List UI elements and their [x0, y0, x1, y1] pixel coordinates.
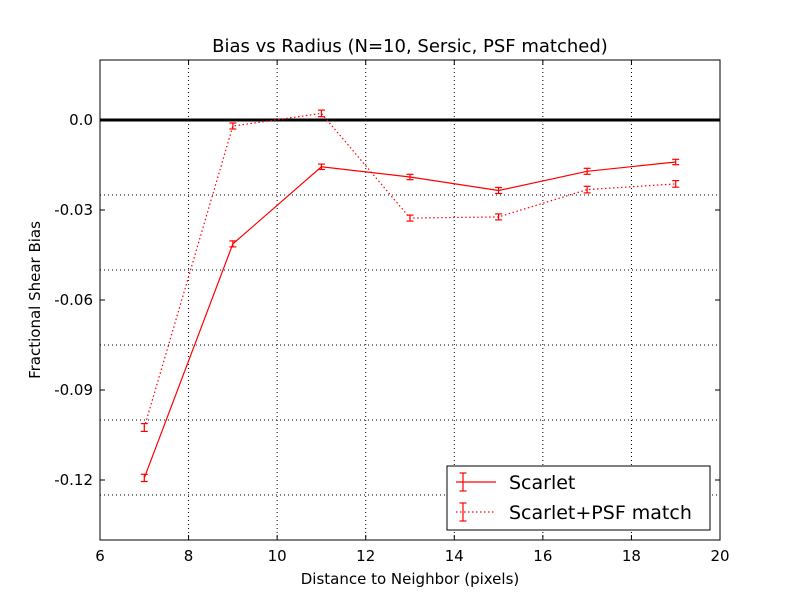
x-tick-label: 20	[710, 547, 729, 565]
legend-entry: Scarlet+PSF match	[456, 502, 692, 524]
y-tick-label: -0.12	[54, 471, 93, 489]
legend-entry: Scarlet	[456, 472, 575, 494]
error-bar	[229, 122, 237, 130]
error-bar	[317, 109, 325, 118]
error-bar	[583, 167, 591, 175]
x-tick-label: 16	[533, 547, 552, 565]
legend-label: Scarlet	[509, 472, 575, 494]
x-tick-label: 12	[356, 547, 375, 565]
y-tick-label: -0.06	[54, 291, 93, 309]
error-bar	[140, 423, 148, 432]
y-axis-label: Fractional Shear Bias	[26, 221, 44, 379]
x-tick-label: 10	[268, 547, 287, 565]
legend-entries: Scarlet Scarlet+PSF match	[456, 472, 692, 524]
legend-label: Scarlet+PSF match	[509, 502, 692, 524]
error-bar	[672, 158, 680, 166]
y-tick-label: -0.09	[54, 381, 93, 399]
error-bar	[583, 185, 591, 194]
error-bar	[229, 240, 237, 248]
error-bar	[406, 173, 414, 181]
error-bar	[140, 473, 148, 483]
x-axis-label: Distance to Neighbor (pixels)	[301, 570, 519, 588]
series-solid	[140, 158, 680, 483]
series-layer	[140, 109, 680, 483]
series-dotted	[140, 109, 680, 432]
chart-title: Bias vs Radius (N=10, Sersic, PSF matche…	[212, 36, 608, 57]
x-tick-label: 6	[95, 547, 105, 565]
y-tick-label: 0.0	[69, 111, 93, 129]
x-tick-label: 18	[622, 547, 641, 565]
x-tick-label: 14	[445, 547, 464, 565]
ticks: 6 8 10 12 14 16 18 20 0.0 -0.03 -0.06 -0.09 -0.12	[54, 60, 730, 565]
legend-box	[446, 465, 711, 531]
error-bar	[495, 213, 503, 221]
error-bar	[672, 180, 680, 188]
legend: Scarlet Scarlet+PSF match	[446, 465, 711, 531]
error-bar	[406, 214, 414, 222]
error-bar	[495, 186, 503, 195]
error-bar	[317, 163, 325, 171]
x-tick-label: 8	[184, 547, 194, 565]
y-tick-label: -0.03	[54, 201, 93, 219]
